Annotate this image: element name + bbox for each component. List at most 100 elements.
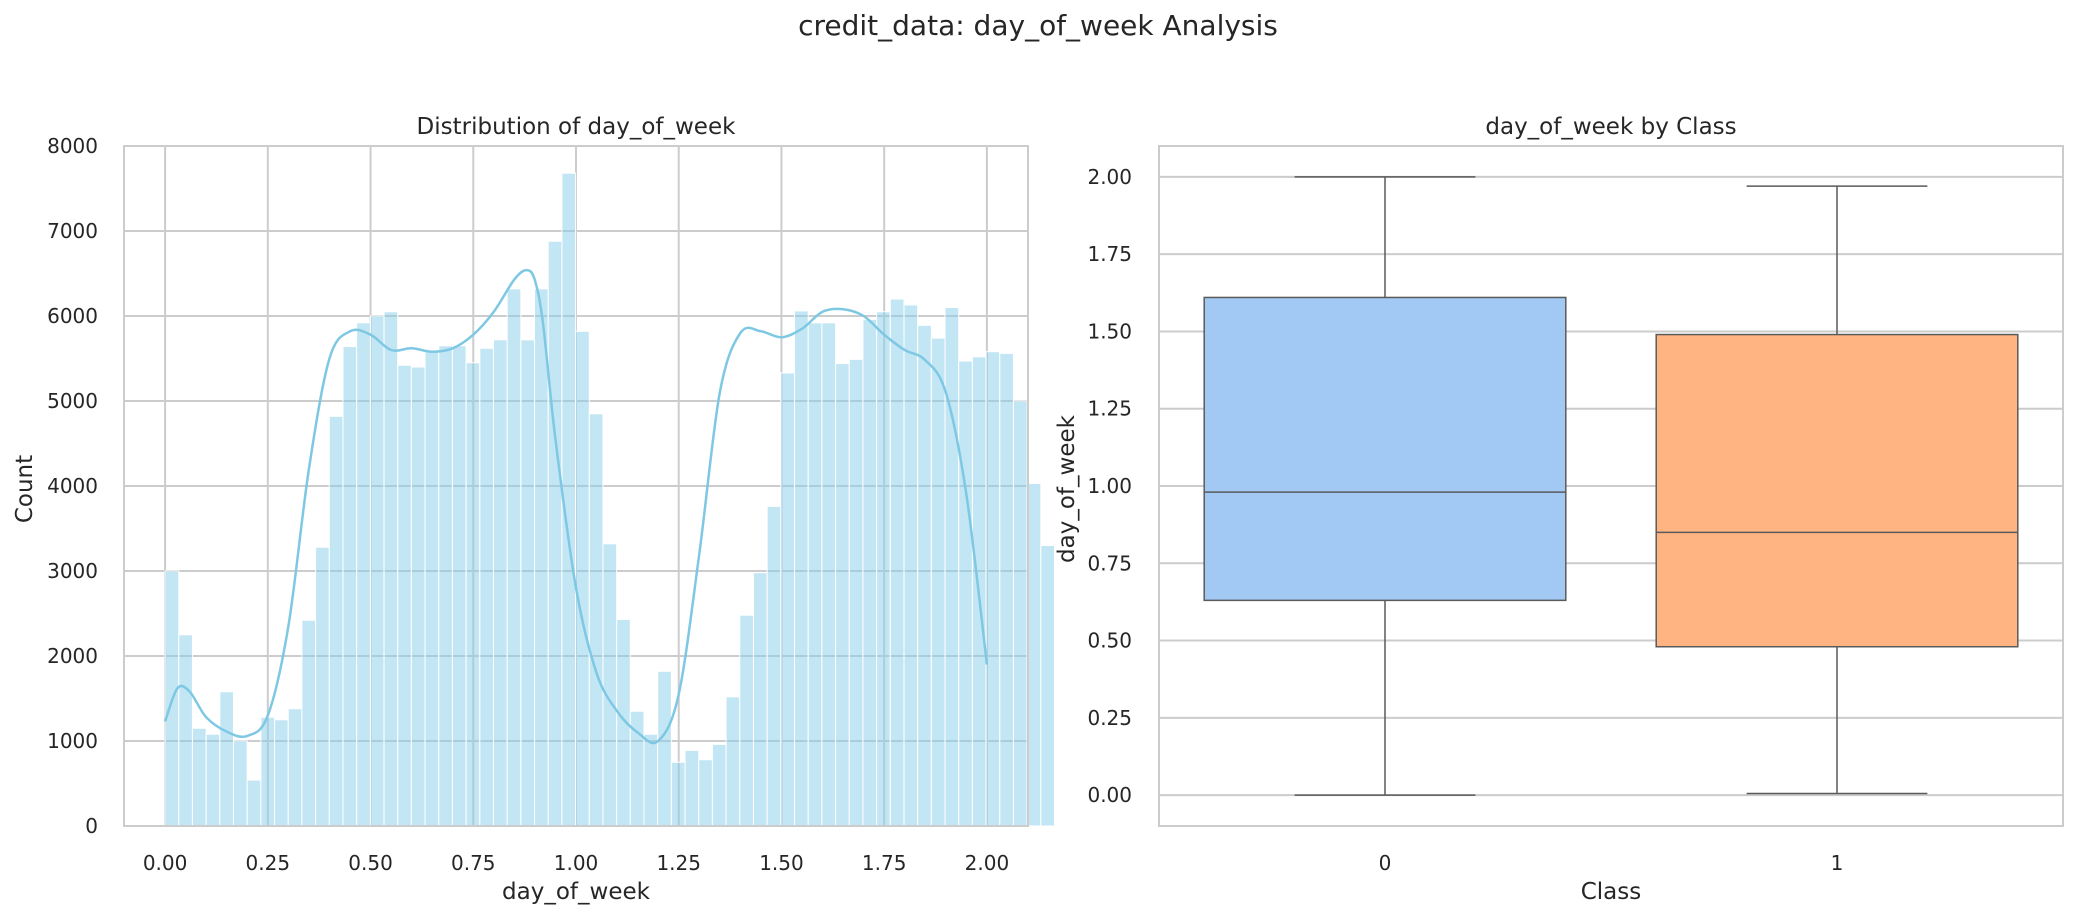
histogram-bar xyxy=(752,572,768,827)
histogram-bar xyxy=(233,740,248,827)
histogram-bar xyxy=(356,322,371,827)
histogram-bar xyxy=(410,366,426,827)
histogram-panel: 0.00 0.25 0.50 0.75 1.00 1.25 1.50 1.75 2.00 0 100… xyxy=(12,114,1056,905)
histogram-bar xyxy=(862,318,878,827)
histogram-y-tick-label: 4000 xyxy=(47,474,98,498)
histogram-bar xyxy=(602,543,618,827)
boxplot-y-tick-label: 2.00 xyxy=(1087,165,1132,189)
boxplot-y-tick-label: 0.50 xyxy=(1087,629,1132,653)
histogram-bar xyxy=(903,304,919,827)
histogram-ticks: 0.00 0.25 0.50 0.75 1.00 1.25 1.50 1.75 2.00 0 100… xyxy=(47,134,1009,875)
histogram-bar xyxy=(479,347,494,827)
histogram-bar xyxy=(711,743,727,827)
histogram-bar xyxy=(369,315,385,827)
histogram-bar xyxy=(588,413,604,827)
histogram-frame xyxy=(123,145,1029,827)
histogram-bar xyxy=(657,670,672,827)
histogram-x-axis-label: day_of_week xyxy=(502,879,651,905)
histogram-bars xyxy=(164,172,1056,827)
histogram-bar xyxy=(835,363,850,827)
histogram-bar xyxy=(780,372,796,827)
histogram-bar xyxy=(807,322,823,827)
histogram-bar xyxy=(794,310,809,827)
histogram-bar xyxy=(1026,482,1042,827)
histogram-y-tick-label: 6000 xyxy=(47,304,98,328)
histogram-bar xyxy=(438,345,453,827)
histogram-bar xyxy=(465,362,481,827)
histogram-bar xyxy=(219,691,235,827)
histogram-bar xyxy=(985,351,1001,827)
box-class-1 xyxy=(1655,185,2019,795)
histogram-bar xyxy=(246,779,262,827)
histogram-y-axis-label: Count xyxy=(12,455,38,523)
histogram-title: Distribution of day_of_week xyxy=(417,114,737,140)
histogram-x-tick-label: 0.00 xyxy=(143,851,188,875)
box-class-0 xyxy=(1203,176,1567,796)
histogram-bar xyxy=(191,727,207,827)
boxplot-x-tick-label: 1 xyxy=(1831,851,1844,875)
histogram-bar xyxy=(766,505,782,827)
histogram-x-tick-label: 2.00 xyxy=(965,851,1010,875)
histogram-bar xyxy=(930,337,946,827)
histogram-bar xyxy=(889,298,905,827)
histogram-bar xyxy=(1040,545,1056,827)
histogram-bar xyxy=(315,546,330,827)
kde-curve xyxy=(163,268,989,745)
histogram-bar xyxy=(643,733,659,827)
boxplot-y-tick-label: 0.00 xyxy=(1087,783,1132,807)
histogram-bar xyxy=(848,358,864,827)
boxplot-y-tick-label: 1.50 xyxy=(1087,319,1132,343)
histogram-bar xyxy=(917,324,932,827)
histogram-bar xyxy=(424,349,440,827)
histogram-bar xyxy=(684,749,700,827)
histogram-bar xyxy=(178,634,193,827)
histogram-bar xyxy=(616,618,631,827)
boxplot-panel: 0.00 0.25 0.50 0.75 1.00 1.25 1.50 1.75 2.00 0 1 d… xyxy=(1054,114,2064,905)
boxplot-y-tick-label: 0.25 xyxy=(1087,706,1132,730)
histogram-x-tick-label: 0.50 xyxy=(348,851,393,875)
histogram-bar xyxy=(451,345,467,827)
histogram-y-tick-label: 5000 xyxy=(47,389,98,413)
histogram-x-tick-label: 0.25 xyxy=(246,851,291,875)
histogram-bar xyxy=(739,614,754,827)
histogram-bar xyxy=(944,307,960,827)
histogram-bar xyxy=(534,288,549,827)
boxplot-y-tick-label: 0.75 xyxy=(1087,551,1132,575)
boxplot-y-tick-label: 1.25 xyxy=(1087,397,1132,421)
histogram-x-tick-label: 0.75 xyxy=(451,851,496,875)
histogram-bar xyxy=(698,759,713,827)
histogram-bar xyxy=(520,339,536,827)
histogram-y-tick-label: 7000 xyxy=(47,219,98,243)
boxplot-x-tick-label: 0 xyxy=(1379,851,1392,875)
histogram-bar xyxy=(342,346,358,827)
histogram-bar xyxy=(999,352,1014,827)
boxplot-boxes xyxy=(1203,176,2019,796)
histogram-bar xyxy=(958,360,973,827)
histogram-bar xyxy=(492,339,508,827)
histogram-bar xyxy=(205,733,221,827)
histogram-x-tick-label: 1.00 xyxy=(554,851,599,875)
histogram-y-tick-label: 2000 xyxy=(47,644,98,668)
histogram-bar xyxy=(301,619,317,827)
histogram-bar xyxy=(575,330,590,827)
iqr-box xyxy=(1203,296,1567,602)
histogram-y-tick-label: 1000 xyxy=(47,729,98,753)
histogram-bar xyxy=(383,311,399,827)
boxplot-y-tick-label: 1.00 xyxy=(1087,474,1132,498)
histogram-bar xyxy=(287,708,303,827)
histogram-bar xyxy=(547,240,563,827)
histogram-bar xyxy=(506,288,522,827)
boxplot-frame xyxy=(1158,145,2064,827)
iqr-box xyxy=(1655,333,2019,648)
histogram-y-tick-label: 3000 xyxy=(47,559,98,583)
histogram-bar xyxy=(725,696,741,827)
histogram-x-tick-label: 1.50 xyxy=(759,851,804,875)
histogram-bar xyxy=(260,716,276,827)
histogram-y-tick-label: 0 xyxy=(85,814,98,838)
boxplot-y-axis-label: day_of_week xyxy=(1054,414,1080,563)
boxplot-title: day_of_week by Class xyxy=(1485,114,1736,140)
boxplot-x-axis-label: Class xyxy=(1581,879,1642,905)
histogram-bar xyxy=(397,364,412,827)
histogram-bar xyxy=(821,322,837,827)
